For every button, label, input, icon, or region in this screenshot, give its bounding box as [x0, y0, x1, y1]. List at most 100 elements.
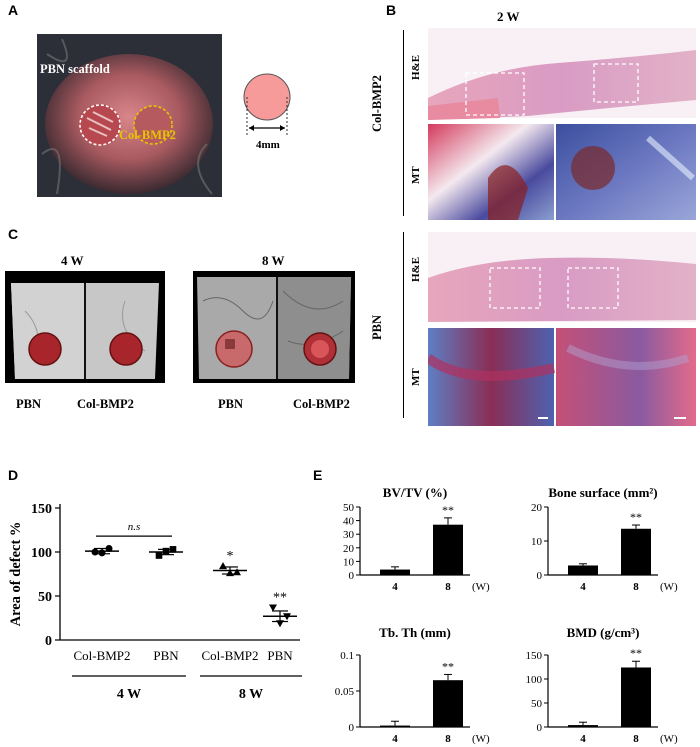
e-category-label: 4 [392, 581, 398, 593]
chart-tb-th: Tb. Th (mm) 0 0.05 0.1 4 8 ** (W) [335, 625, 490, 745]
e-y-tick-label: 0 [537, 570, 543, 582]
timepoint-4w: 4 W [61, 253, 84, 268]
stain-he-1: H&E [410, 54, 422, 80]
group-label-colbmp2-b: Col-BMP2 [370, 75, 384, 132]
panel-label-a: A [8, 2, 19, 18]
d-category-label: PBN [153, 648, 179, 663]
e-chart-title: Bone surface (mm²) [548, 485, 657, 500]
label-colbmp2-4w: Col-BMP2 [77, 397, 134, 411]
e-sig-label: ** [442, 659, 454, 673]
bracket-colbmp2 [403, 30, 404, 216]
histology-images [428, 28, 696, 426]
e-y-tick-label: 0 [349, 570, 355, 582]
e-unit-label: (W) [472, 581, 490, 593]
e-sig-label: ** [630, 510, 642, 524]
d-sig-label: ** [273, 590, 287, 605]
panel-b-timepoint: 2 W [497, 9, 520, 24]
e-y-tick-label: 150 [526, 650, 543, 662]
d-point [91, 548, 99, 556]
d-ns-label: n.s [128, 521, 141, 533]
e-y-tick-label: 20 [343, 543, 355, 555]
e-chart-title: Tb. Th (mm) [379, 625, 451, 640]
e-bar [380, 725, 410, 727]
stain-he-2: H&E [410, 256, 422, 282]
e-chart-title: BV/TV (%) [383, 485, 447, 500]
colbmp2-label-a: Col-BMP2 [119, 128, 176, 142]
stain-mt-2: MT [410, 368, 422, 386]
e-bar [380, 569, 410, 575]
e-y-tick-label: 100 [526, 674, 543, 686]
e-sig-label: ** [630, 646, 642, 660]
d-point [283, 613, 291, 621]
timepoint-8w: 8 W [262, 253, 285, 268]
bracket-pbn [403, 232, 404, 418]
size-label: 4mm [256, 139, 280, 151]
d-sig-label: * [227, 549, 234, 564]
e-category-label: 8 [633, 733, 639, 745]
e-unit-label: (W) [660, 733, 678, 745]
e-category-label: 4 [392, 733, 398, 745]
e-y-tick-label: 10 [531, 536, 543, 548]
chart-bmd: BMD (g/cm³) 0 50 100 150 4 8 ** (W) [526, 625, 679, 745]
d-y-tick-label: 50 [38, 590, 52, 605]
label-pbn-8w: PBN [218, 397, 243, 411]
d-y-tick-label: 150 [31, 502, 52, 517]
d-y-tick-label: 0 [45, 634, 52, 649]
e-y-tick-label: 10 [343, 556, 355, 568]
e-sig-label: ** [442, 503, 454, 517]
e-y-tick-label: 20 [531, 502, 543, 514]
d-point [226, 569, 234, 577]
e-category-label: 8 [445, 733, 451, 745]
e-y-tick-label: 50 [531, 698, 543, 710]
defect-colbmp2-4w [109, 332, 143, 366]
d-category-label: Col-BMP2 [201, 648, 258, 663]
label-pbn-4w: PBN [16, 397, 41, 411]
microct-4w [5, 271, 165, 383]
d-point [105, 544, 113, 552]
d-point [162, 547, 170, 555]
microct-8w [193, 271, 355, 383]
e-bar [568, 725, 598, 727]
e-category-label: 4 [580, 581, 586, 593]
e-y-tick-label: 0 [349, 722, 355, 734]
d-y-axis-label: Area of defect % [8, 522, 24, 627]
d-group-label: 4 W [117, 687, 141, 702]
group-label-pbn-b: PBN [370, 315, 384, 340]
colbmp2-circle [133, 105, 173, 145]
d-point [155, 552, 163, 559]
e-y-tick-label: 0 [537, 722, 543, 734]
d-category-label: PBN [267, 648, 293, 663]
d-point [169, 546, 177, 553]
e-chart-title: BMD (g/cm³) [567, 625, 640, 640]
d-point [276, 620, 284, 628]
d-point [269, 604, 277, 612]
e-bar [433, 680, 463, 727]
rat-calvaria-photo [37, 34, 222, 197]
scaffold-size-diagram [243, 73, 291, 135]
d-point [219, 562, 227, 570]
e-unit-label: (W) [660, 581, 678, 593]
panel-label-c: C [8, 226, 19, 242]
defect-pbn-4w [28, 332, 62, 366]
e-y-tick-label: 0.1 [340, 650, 354, 662]
e-y-tick-label: 40 [343, 516, 355, 528]
label-colbmp2-8w: Col-BMP2 [293, 397, 350, 411]
e-bar [433, 524, 463, 575]
d-point [233, 568, 241, 576]
e-y-tick-label: 0.05 [335, 686, 355, 698]
panel-label-d: D [8, 467, 19, 483]
e-category-label: 8 [445, 581, 451, 593]
e-unit-label: (W) [472, 733, 490, 745]
panel-label-b: B [386, 2, 397, 18]
chart-bone-surface: Bone surface (mm²) 0 10 20 4 8 ** (W) [531, 485, 678, 593]
d-y-tick-label: 100 [31, 546, 52, 561]
e-bar [568, 565, 598, 575]
e-y-tick-label: 30 [343, 529, 355, 541]
e-category-label: 4 [580, 733, 586, 745]
e-bar [621, 667, 651, 727]
stain-mt-1: MT [410, 166, 422, 184]
pbn-scaffold-circle [79, 104, 121, 146]
